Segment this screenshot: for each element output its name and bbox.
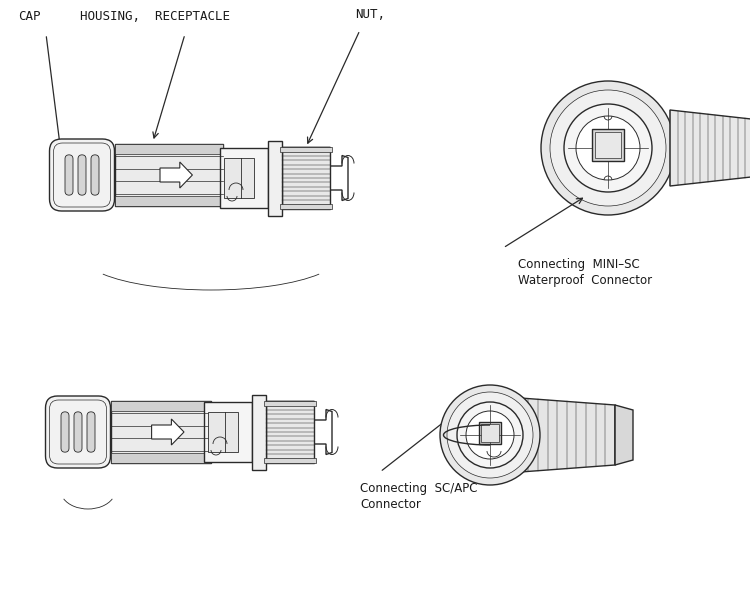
FancyBboxPatch shape [78,155,86,195]
Bar [111,453,211,463]
FancyBboxPatch shape [87,412,95,452]
Bar [111,401,211,411]
Bar [280,147,332,152]
Bar [208,412,238,452]
Bar [266,401,314,463]
Circle shape [564,104,652,192]
Bar [479,422,501,444]
Text: CAP: CAP [18,10,40,23]
Bar [481,424,499,442]
Bar [111,401,211,463]
Text: HOUSING,  RECEPTACLE: HOUSING, RECEPTACLE [80,10,230,23]
Bar [115,196,223,206]
FancyBboxPatch shape [74,412,82,452]
Bar [268,141,282,215]
Circle shape [457,402,523,468]
Polygon shape [615,405,633,465]
Bar [592,129,624,161]
Bar [115,144,223,206]
Circle shape [550,90,666,206]
Bar [224,158,254,198]
Bar [595,132,621,158]
Text: NUT,: NUT, [355,8,385,21]
Bar [113,155,122,195]
Text: Waterproof  Connector: Waterproof Connector [518,274,652,287]
Bar [264,401,316,406]
Circle shape [447,392,533,478]
Bar [110,412,118,452]
Bar [280,204,332,209]
Bar [220,148,268,208]
FancyBboxPatch shape [50,139,115,211]
Bar [204,402,252,462]
Circle shape [466,411,514,459]
Bar [264,458,316,463]
Polygon shape [670,110,750,186]
Circle shape [440,385,540,485]
FancyBboxPatch shape [91,155,99,195]
Polygon shape [480,395,615,475]
Circle shape [541,81,675,215]
FancyBboxPatch shape [46,396,110,468]
Polygon shape [160,162,193,188]
Text: Connecting  MINI–SC: Connecting MINI–SC [518,258,640,271]
Circle shape [576,116,640,180]
Polygon shape [152,419,184,445]
Bar [252,394,266,470]
Text: Connector: Connector [360,498,421,511]
Bar [115,144,223,154]
Text: Connecting  SC/APC: Connecting SC/APC [360,482,478,495]
Bar [282,147,330,209]
FancyBboxPatch shape [61,412,69,452]
FancyBboxPatch shape [65,155,73,195]
